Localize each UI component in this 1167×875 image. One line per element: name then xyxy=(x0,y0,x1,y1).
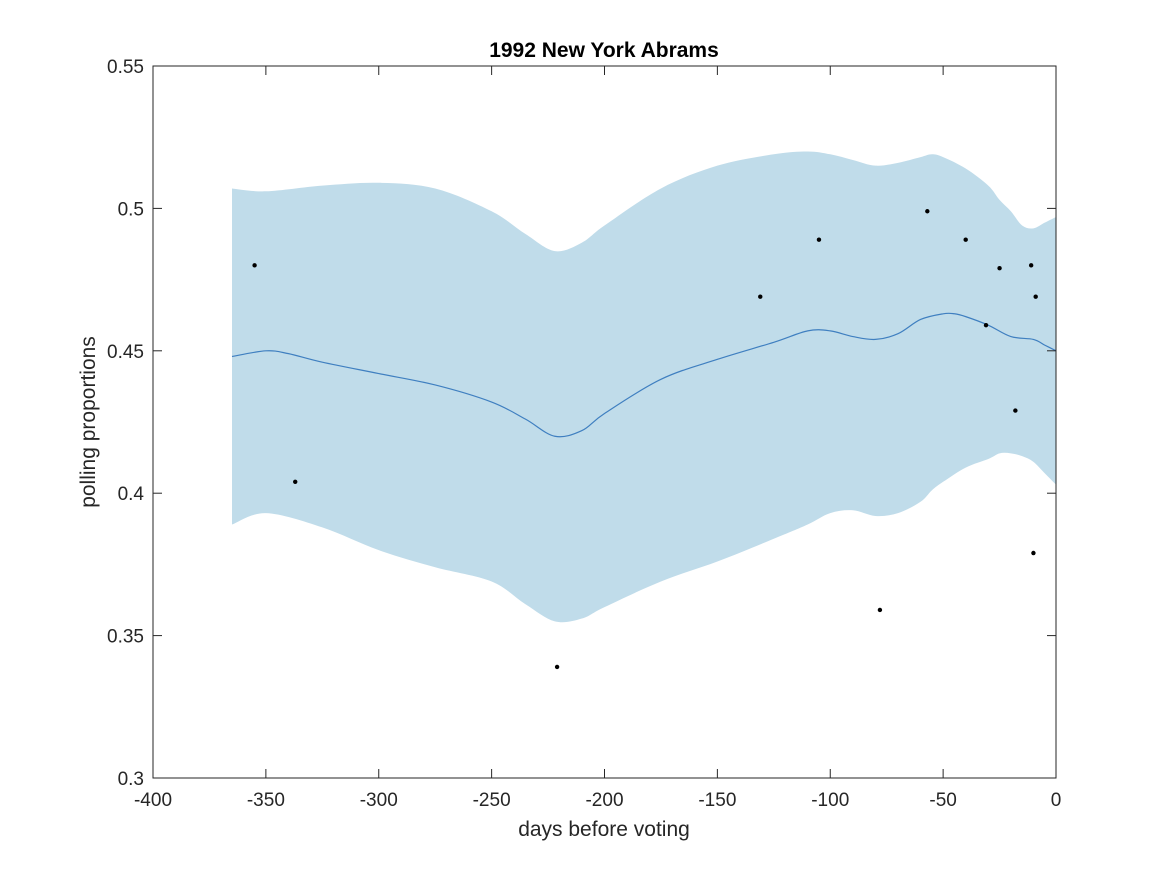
axes-layer: -400 -350 -300 -250 -200 -150 -100 -50 0 0.3 0.35 0… xyxy=(107,57,1061,811)
x-tick-label: -400 xyxy=(134,790,172,811)
y-tick-label: 0.45 xyxy=(107,342,144,363)
data-point xyxy=(963,237,968,242)
data-point xyxy=(925,209,930,214)
data-point xyxy=(877,607,883,613)
mean-line xyxy=(231,312,1057,438)
y-tick-label: 0.5 xyxy=(118,199,144,220)
data-point xyxy=(293,479,298,485)
x-tick-label: -250 xyxy=(473,790,511,811)
data-point xyxy=(1028,263,1034,268)
data-point xyxy=(997,266,1002,271)
confidence-band xyxy=(232,151,1056,623)
data-point xyxy=(1013,408,1018,413)
x-tick-label: -100 xyxy=(811,790,849,811)
x-tick-label: -350 xyxy=(247,790,285,811)
plot-layer xyxy=(231,151,1057,670)
y-axis-label: polling proportions xyxy=(77,336,100,508)
x-tick-label: -300 xyxy=(360,790,398,811)
x-tick-label: 0 xyxy=(1051,790,1062,811)
y-tick-label: 0.55 xyxy=(107,57,144,78)
x-tick-label: -200 xyxy=(585,790,623,811)
data-point xyxy=(983,322,989,328)
chart-title: 1992 New York Abrams xyxy=(489,39,719,62)
data-point xyxy=(252,263,257,268)
data-point xyxy=(554,664,560,670)
x-axis-label: days before voting xyxy=(518,818,690,841)
data-point xyxy=(1031,550,1036,556)
data-point xyxy=(816,237,822,242)
y-tick-label: 0.3 xyxy=(118,769,144,790)
y-tick-label: 0.35 xyxy=(107,627,144,648)
x-tick-label: -50 xyxy=(929,790,956,811)
data-point xyxy=(758,294,763,299)
data-point xyxy=(1033,294,1038,299)
x-tick-label: -150 xyxy=(698,790,736,811)
y-tick-label: 0.4 xyxy=(118,484,145,505)
